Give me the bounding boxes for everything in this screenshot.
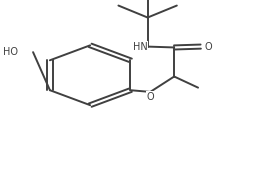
Text: O: O (205, 42, 212, 52)
Text: HO: HO (3, 47, 18, 57)
Text: O: O (147, 92, 154, 102)
Text: HN: HN (133, 42, 148, 52)
